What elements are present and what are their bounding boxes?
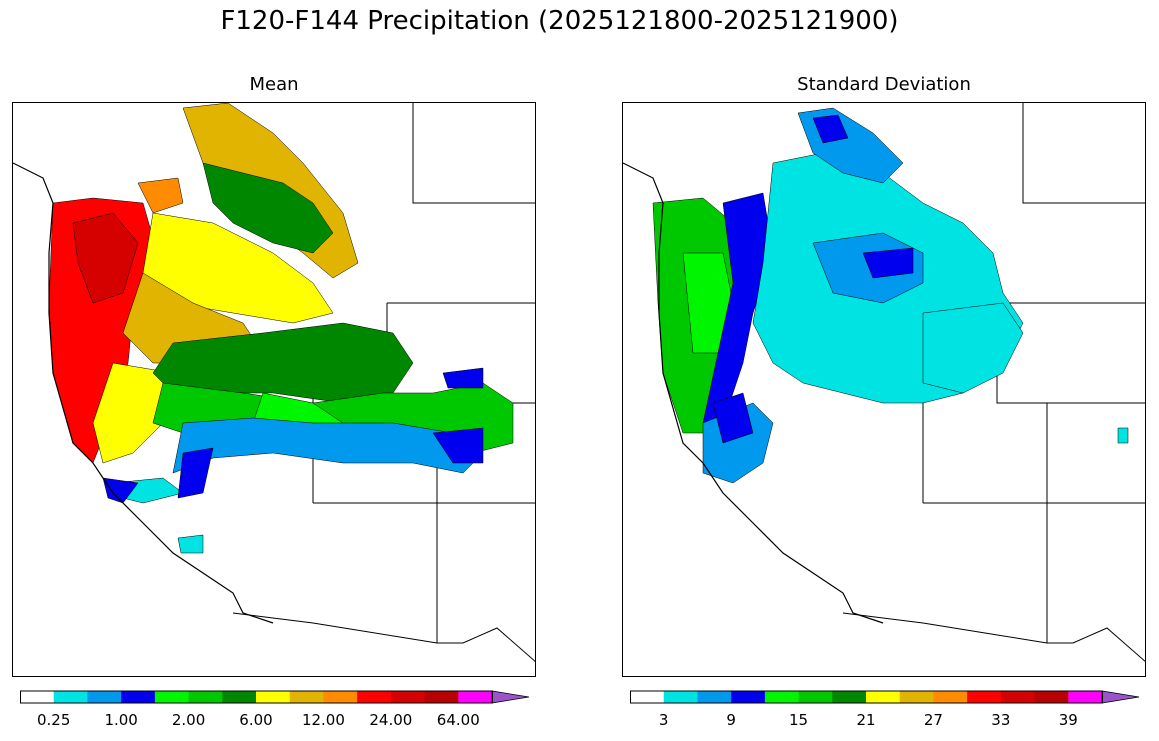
sd-cyan-se [1117, 427, 1129, 444]
colorbar-mean-swatch [20, 691, 55, 703]
panel-title-mean: Mean [249, 74, 299, 95]
colorbar-stddev: 3 9 15 21 27 33 39 [630, 689, 1140, 729]
map-mean[interactable] [12, 102, 536, 677]
colorbar-mean-swatch [53, 691, 88, 703]
map-stddev[interactable] [622, 102, 1146, 677]
colorbar-mean-swatch [87, 691, 122, 703]
region-lightblue [172, 417, 484, 474]
colorbar-stddev-swatch [1034, 691, 1069, 703]
colorbar-mean-swatch [357, 691, 392, 703]
colorbar-mean-tick-label: 64.00 [436, 711, 480, 729]
colorbar-mean-swatch [323, 691, 358, 703]
colorbar-stddev-swatch [731, 691, 766, 703]
colorbar-stddev-swatch [764, 691, 800, 703]
colorbar-stddev-tick-label: 21 [856, 711, 876, 729]
colorbar-mean-swatch [390, 691, 426, 703]
coastline [13, 162, 274, 624]
colorbar-mean-bar [20, 690, 530, 704]
sd-blue-north [812, 114, 849, 144]
colorbar-mean-tick-label: 0.25 [37, 711, 71, 729]
colorbar-stddev-swatch [1000, 691, 1036, 703]
map-mean-canvas [13, 103, 535, 662]
colorbar-stddev-tick-label: 33 [991, 711, 1011, 729]
panel-title-stddev: Standard Deviation [797, 74, 971, 95]
colorbar-stddev-tick-label: 27 [923, 711, 943, 729]
colorbar-stddev-swatch [899, 691, 934, 703]
colorbar-mean-tick-label: 2.00 [171, 711, 206, 729]
colorbar-stddev-swatch [663, 691, 698, 703]
colorbar-mean-tick-label: 1.00 [104, 711, 138, 729]
colorbar-stddev-swatch [697, 691, 732, 703]
sd-cyan-east [922, 302, 1024, 394]
colorbar-mean-swatch [424, 691, 459, 703]
colorbar-stddev-bar [630, 690, 1140, 704]
region-orange-nw [137, 177, 184, 214]
figure-title: F120-F144 Precipitation (2025121800-2025… [220, 6, 899, 36]
colorbar-mean-swatch [121, 691, 156, 703]
colorbar-stddev-swatch [967, 691, 1002, 703]
colorbar-stddev-swatch [798, 691, 833, 703]
colorbar-mean-border [20, 690, 493, 704]
colorbar-mean-tick-label: 24.00 [369, 711, 413, 729]
colorbar-stddev-extend-arrow [1101, 690, 1140, 704]
coastline-sd [623, 162, 884, 624]
colorbar-stddev-tick-label: 39 [1058, 711, 1078, 729]
colorbar-mean-swatch [222, 691, 257, 703]
sd-blue-central [862, 247, 914, 279]
colorbar-stddev-swatch [832, 691, 867, 703]
colorbar-mean-swatch [188, 691, 223, 703]
map-stddev-canvas [623, 103, 1145, 662]
colorbar-mean-swatch [458, 691, 493, 703]
colorbar-mean-tick-label: 6.00 [239, 711, 273, 729]
colorbar-stddev-tick-label: 3 [658, 711, 669, 729]
colorbar-mean-tick-label: 12.00 [301, 711, 345, 729]
region-darkred [72, 212, 139, 304]
region-blue-2 [432, 427, 484, 464]
colorbar-stddev-border [630, 690, 1103, 704]
region-green-dark [202, 162, 334, 254]
sd-blue-sw [712, 392, 754, 444]
colorbar-stddev-swatch [1068, 691, 1103, 703]
region-blue-1 [177, 447, 214, 499]
colorbar-mean-swatch [154, 691, 190, 703]
colorbar-mean-swatch [289, 691, 324, 703]
colorbar-mean-swatch [256, 691, 291, 703]
region-blue-3 [442, 367, 484, 389]
colorbar-stddev-swatch [866, 691, 901, 703]
colorbar-stddev-swatch [933, 691, 968, 703]
colorbar-mean-extend-arrow [491, 690, 530, 704]
colorbar-mean: 0.25 1.00 2.00 6.00 12.00 24.00 64.00 [20, 689, 530, 729]
colorbar-stddev-tick-label: 9 [726, 711, 736, 729]
region-cyan-south [177, 534, 204, 554]
colorbar-stddev-swatch [630, 691, 665, 703]
colorbar-stddev-tick-label: 15 [789, 711, 809, 729]
